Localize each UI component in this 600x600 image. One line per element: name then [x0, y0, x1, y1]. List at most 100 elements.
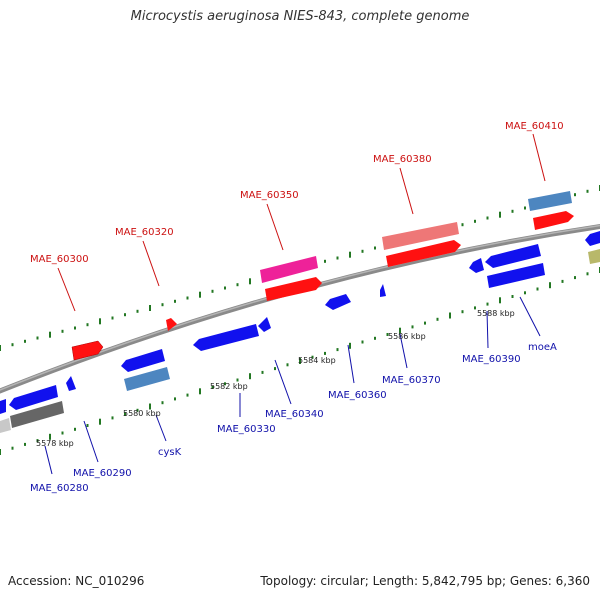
inner-track-tick: [124, 412, 126, 416]
outer-track-tick: [486, 216, 489, 220]
kbp-label-5580: 5580 kbp: [123, 409, 161, 418]
inner-track-tick: [299, 358, 301, 364]
inner-track-tick: [524, 291, 526, 295]
inner-track-tick: [561, 279, 564, 283]
gene-MAE_60380-red-feature[interactable]: [386, 240, 461, 267]
inner-track-tick: [411, 325, 414, 329]
gene-label-MAE_60320[interactable]: MAE_60320: [115, 227, 174, 238]
gene-MAE_60390-small-feature[interactable]: [469, 258, 484, 273]
gene-cysK-steel-feature[interactable]: [124, 367, 170, 391]
inner-track-tick: [149, 403, 151, 410]
outer-track-tick: [461, 223, 464, 227]
gene-moeA-feature[interactable]: [487, 263, 545, 288]
inner-track-tick: [186, 393, 189, 397]
outer-track-tick: [361, 249, 364, 253]
outer-track-tick: [174, 299, 176, 303]
gene-MAE_60350-pink-feature[interactable]: [260, 256, 318, 283]
gene-label-MAE_60280[interactable]: MAE_60280: [30, 483, 89, 494]
inner-track-tick: [424, 321, 426, 325]
accession-text: Accession: NC_010296: [8, 574, 145, 588]
inner-track-tick: [386, 333, 389, 336]
gene-left-blue-feature[interactable]: [0, 399, 6, 414]
inner-track-tick: [261, 370, 264, 374]
inner-track-tick: [11, 446, 14, 450]
outer-track-tick: [86, 323, 89, 327]
gene-label-moeA[interactable]: moeA: [528, 342, 557, 353]
gene-MAE_60380-salmon-feature[interactable]: [382, 222, 459, 250]
gene-MAE_60290-feature[interactable]: [66, 376, 76, 391]
inner-track-tick: [136, 408, 139, 412]
inner-track-tick: [574, 276, 576, 280]
gene-left-lightgray-feature[interactable]: [0, 418, 11, 433]
inner-track-tick: [99, 418, 101, 425]
inner-track-tick: [74, 427, 76, 431]
gene-MAE_60390-feature[interactable]: [485, 244, 541, 268]
gene-label-MAE_60350[interactable]: MAE_60350: [240, 190, 299, 201]
inner-track-tick: [211, 386, 214, 389]
inner-track-tick: [436, 317, 439, 321]
kbp-label-5582: 5582 kbp: [210, 382, 248, 391]
inner-track-tick: [36, 439, 39, 443]
gene-MAE_60350-red-feature[interactable]: [265, 277, 322, 301]
inner-track-tick: [174, 397, 176, 401]
outer-track-tick: [211, 289, 214, 293]
gene-label-MAE_60340[interactable]: MAE_60340: [265, 409, 324, 420]
outer-track-tick: [99, 318, 101, 325]
kbp-label-5584: 5584 kbp: [298, 356, 336, 365]
inner-track-tick: [86, 424, 89, 427]
outer-track-tick: [49, 331, 51, 338]
inner-track-tick: [361, 340, 364, 344]
gene-MAE_60320-feature[interactable]: [166, 318, 177, 331]
gene-label-cysK[interactable]: cysK: [158, 447, 182, 458]
outer-track-tick: [586, 189, 589, 193]
bottom-leader-lines: [44, 296, 541, 475]
inner-track-tick: [111, 416, 114, 420]
gene-cysK-blue-feature[interactable]: [121, 349, 165, 372]
gene-label-MAE_60390[interactable]: MAE_60390: [462, 354, 521, 365]
outer-track-tick: [199, 291, 201, 298]
inner-track-tick: [336, 348, 339, 352]
gene-MAE_60280-gray-feature[interactable]: [10, 401, 64, 428]
map-title: Microcystis aeruginosa NIES-843, complet…: [130, 9, 470, 24]
gene-label-MAE_60380[interactable]: MAE_60380: [373, 154, 432, 165]
outer-track-tick: [61, 329, 64, 333]
inner-dot-track: [0, 267, 600, 455]
inner-track-tick: [549, 282, 551, 289]
gene-MAE_60340-feature[interactable]: [258, 317, 271, 332]
outer-track-tick: [474, 219, 476, 223]
top-leader-lines: [57, 133, 546, 312]
outer-track-tick: [149, 305, 151, 311]
inner-track-tick: [61, 431, 64, 435]
gene-label-MAE_60330[interactable]: MAE_60330: [217, 424, 276, 435]
inner-track-tick: [499, 297, 501, 304]
gene-MAE_60410-steel-feature[interactable]: [528, 191, 572, 211]
inner-track-tick: [449, 312, 451, 319]
gene-MAE_60370-feature[interactable]: [380, 284, 386, 297]
gene-MAE_60410-red-feature[interactable]: [533, 211, 574, 230]
inner-track-tick: [286, 363, 289, 367]
outer-track-tick: [111, 316, 114, 320]
gene-right-olive-feature[interactable]: [588, 249, 600, 264]
gene-label-MAE_60290[interactable]: MAE_60290: [73, 468, 132, 479]
gene-label-MAE_60360[interactable]: MAE_60360: [328, 390, 387, 401]
gene-MAE_60280-feature[interactable]: [9, 385, 58, 410]
gene-label-MAE_60370[interactable]: MAE_60370: [382, 375, 441, 386]
gene-MAE_60360-feature[interactable]: [325, 294, 351, 310]
gene-label-MAE_60300[interactable]: MAE_60300: [30, 254, 89, 265]
outer-track-tick: [324, 259, 326, 263]
gene-MAE_60330-feature[interactable]: [193, 324, 259, 351]
inner-track-tick: [49, 433, 51, 440]
inner-track-tick: [324, 351, 326, 355]
outer-track-tick: [236, 283, 239, 287]
inner-track-tick: [224, 382, 226, 386]
inner-track-tick: [399, 327, 401, 334]
gene-MAE_60300-feature[interactable]: [71, 340, 104, 361]
gene-label-MAE_60410[interactable]: MAE_60410: [505, 121, 564, 132]
inner-track-tick: [24, 442, 26, 446]
inner-track-tick: [236, 378, 239, 382]
gene-right-blue-feature[interactable]: [585, 231, 600, 246]
outer-track-tick: [124, 313, 126, 317]
inner-track-tick: [511, 295, 514, 298]
inner-track-tick: [161, 401, 164, 405]
